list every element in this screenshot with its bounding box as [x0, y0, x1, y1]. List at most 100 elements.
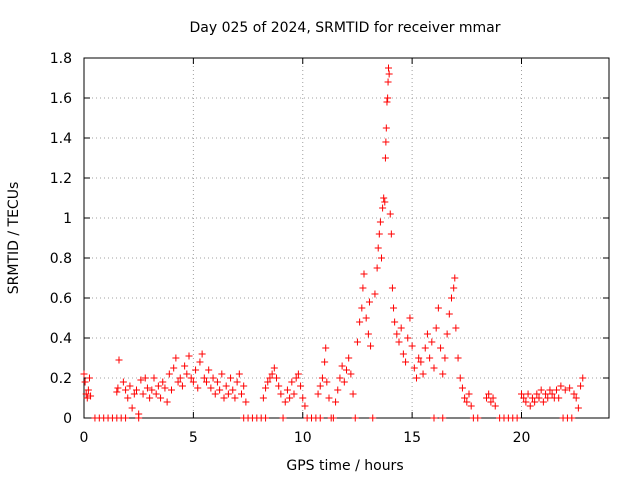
data-point	[314, 390, 322, 398]
y-tick-label: 1.8	[50, 51, 72, 67]
data-point	[165, 370, 173, 378]
data-point	[290, 390, 298, 398]
data-point	[294, 370, 302, 378]
data-point	[150, 374, 158, 382]
data-point	[557, 382, 565, 390]
data-point	[513, 414, 521, 422]
data-point	[544, 394, 552, 402]
data-point	[452, 324, 460, 332]
data-point	[537, 386, 545, 394]
data-point	[568, 414, 576, 422]
data-point	[566, 384, 574, 392]
data-point	[577, 382, 585, 390]
data-point	[318, 374, 326, 382]
data-point	[399, 350, 407, 358]
data-point	[264, 378, 272, 386]
data-point	[380, 194, 388, 202]
data-point	[128, 404, 136, 412]
data-point	[321, 358, 329, 366]
data-point	[196, 358, 204, 366]
data-point	[277, 390, 285, 398]
data-point	[426, 354, 434, 362]
data-point	[542, 390, 550, 398]
data-point	[224, 390, 232, 398]
data-point	[413, 374, 420, 382]
y-tick-label: 0.8	[50, 251, 72, 267]
data-point	[524, 390, 532, 398]
data-point	[172, 354, 180, 362]
data-point	[115, 356, 123, 364]
x-tick-labels: 0 5 10 15 20	[80, 430, 531, 446]
data-point	[579, 374, 587, 382]
y-tick-label: 0.6	[50, 291, 72, 307]
data-point	[441, 354, 449, 362]
data-point	[332, 398, 340, 406]
data-point	[81, 378, 89, 386]
data-point	[124, 394, 132, 402]
data-point	[178, 382, 186, 390]
axis-ticks	[83, 57, 609, 419]
y-tick-label: 1	[63, 211, 72, 227]
data-point	[126, 382, 134, 390]
data-point	[374, 244, 382, 252]
data-point	[390, 304, 398, 312]
data-point	[82, 390, 90, 398]
data-point	[520, 394, 528, 402]
data-point	[367, 342, 375, 350]
data-point	[378, 254, 385, 262]
data-point	[385, 70, 393, 78]
data-point	[526, 402, 534, 410]
data-point	[113, 388, 121, 396]
data-point	[181, 362, 189, 370]
data-point	[297, 382, 305, 390]
data-point	[465, 390, 473, 398]
data-point	[159, 378, 167, 386]
x-tick-label: 10	[294, 430, 312, 446]
y-tick-labels: 0 0.2 0.4 0.6 0.8 1 1.2 1.4 1.6 1.8	[50, 51, 72, 427]
data-point	[279, 414, 287, 422]
data-point	[443, 330, 451, 338]
data-point	[383, 98, 391, 106]
data-point	[388, 284, 396, 292]
data-point	[275, 382, 283, 390]
data-point	[456, 374, 464, 382]
data-point	[454, 354, 462, 362]
data-point	[533, 390, 541, 398]
data-point	[522, 398, 530, 406]
data-point	[439, 414, 447, 422]
data-point	[369, 414, 377, 422]
data-point	[187, 374, 195, 382]
data-point	[273, 374, 280, 382]
data-point	[371, 290, 379, 298]
data-point	[146, 394, 154, 402]
data-point	[242, 398, 250, 406]
y-tick-label: 1.6	[50, 91, 72, 107]
data-point	[376, 218, 384, 226]
data-point	[489, 394, 497, 402]
data-point	[343, 366, 350, 374]
data-point	[229, 386, 237, 394]
x-tick-label: 20	[513, 430, 531, 446]
data-point	[381, 154, 389, 162]
data-point	[463, 398, 471, 406]
data-point	[227, 374, 235, 382]
data-point	[360, 270, 368, 278]
data-point	[266, 374, 274, 382]
data-point	[148, 386, 156, 394]
data-point	[535, 394, 543, 402]
data-point	[570, 390, 578, 398]
data-point	[139, 390, 147, 398]
data-point	[119, 378, 127, 386]
data-point	[240, 382, 248, 390]
data-point	[353, 338, 361, 346]
data-point	[292, 374, 300, 382]
data-point	[316, 414, 324, 422]
data-point	[434, 304, 442, 312]
data-point	[379, 204, 387, 212]
data-point	[359, 284, 367, 292]
data-point	[385, 64, 392, 72]
data-point	[238, 390, 245, 398]
data-point	[163, 398, 171, 406]
data-point	[85, 374, 93, 382]
data-point	[262, 384, 270, 392]
